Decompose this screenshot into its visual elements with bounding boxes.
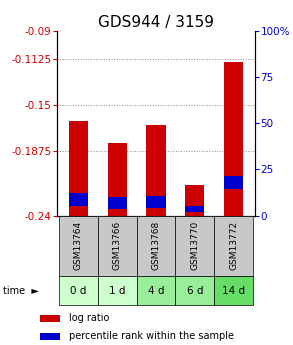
Bar	[224, 176, 243, 189]
Bar	[108, 143, 127, 216]
Text: 0 d: 0 d	[70, 286, 87, 296]
Text: GSM13768: GSM13768	[151, 221, 161, 270]
Bar	[146, 196, 166, 208]
Text: 14 d: 14 d	[222, 286, 245, 296]
Bar	[176, 276, 214, 305]
Bar	[137, 216, 176, 276]
Bar	[176, 216, 214, 276]
Bar	[98, 276, 137, 305]
Bar	[224, 62, 243, 216]
Title: GDS944 / 3159: GDS944 / 3159	[98, 15, 214, 30]
Text: GSM13764: GSM13764	[74, 221, 83, 270]
Text: 4 d: 4 d	[148, 286, 164, 296]
Text: GSM13770: GSM13770	[190, 221, 199, 270]
Bar	[185, 206, 205, 212]
Text: 1 d: 1 d	[109, 286, 125, 296]
Bar	[69, 194, 88, 206]
Text: GSM13766: GSM13766	[113, 221, 122, 270]
Bar	[59, 276, 98, 305]
Text: log ratio: log ratio	[69, 313, 109, 323]
Bar	[69, 121, 88, 216]
Text: 6 d: 6 d	[187, 286, 203, 296]
Text: time  ►: time ►	[3, 286, 39, 296]
Bar	[40, 315, 60, 322]
Text: percentile rank within the sample: percentile rank within the sample	[69, 332, 234, 342]
Text: GSM13772: GSM13772	[229, 221, 238, 270]
Bar	[98, 216, 137, 276]
Bar	[185, 185, 205, 216]
Bar	[146, 125, 166, 216]
Bar	[108, 197, 127, 209]
Bar	[214, 216, 253, 276]
Bar	[59, 216, 98, 276]
Bar	[40, 333, 60, 340]
Bar	[137, 276, 176, 305]
Bar	[214, 276, 253, 305]
